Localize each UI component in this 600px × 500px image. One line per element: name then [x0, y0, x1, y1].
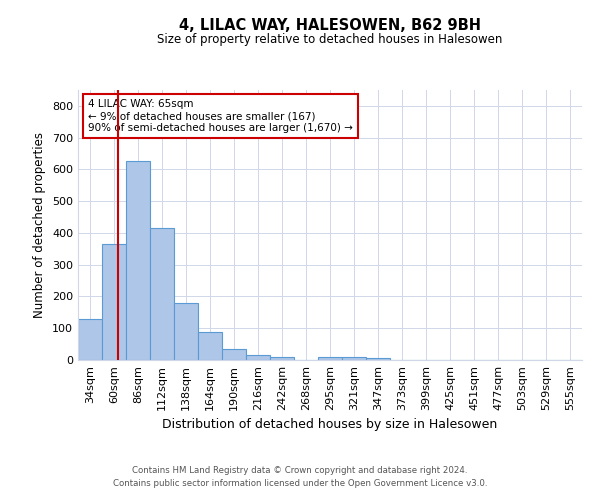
- Bar: [246, 355, 270, 360]
- Bar: [270, 357, 294, 360]
- Bar: [78, 320, 102, 360]
- Bar: [222, 349, 246, 360]
- X-axis label: Distribution of detached houses by size in Halesowen: Distribution of detached houses by size …: [163, 418, 497, 432]
- Bar: [102, 244, 126, 360]
- Bar: [174, 304, 198, 360]
- Bar: [318, 358, 342, 360]
- Bar: [198, 332, 222, 360]
- Text: 4 LILAC WAY: 65sqm
← 9% of detached houses are smaller (167)
90% of semi-detache: 4 LILAC WAY: 65sqm ← 9% of detached hous…: [88, 100, 353, 132]
- Bar: [342, 357, 366, 360]
- Bar: [150, 228, 174, 360]
- Y-axis label: Number of detached properties: Number of detached properties: [34, 132, 46, 318]
- Bar: [366, 358, 390, 360]
- Text: Contains HM Land Registry data © Crown copyright and database right 2024.
Contai: Contains HM Land Registry data © Crown c…: [113, 466, 487, 487]
- Text: Size of property relative to detached houses in Halesowen: Size of property relative to detached ho…: [157, 32, 503, 46]
- Bar: [126, 162, 150, 360]
- Text: 4, LILAC WAY, HALESOWEN, B62 9BH: 4, LILAC WAY, HALESOWEN, B62 9BH: [179, 18, 481, 32]
